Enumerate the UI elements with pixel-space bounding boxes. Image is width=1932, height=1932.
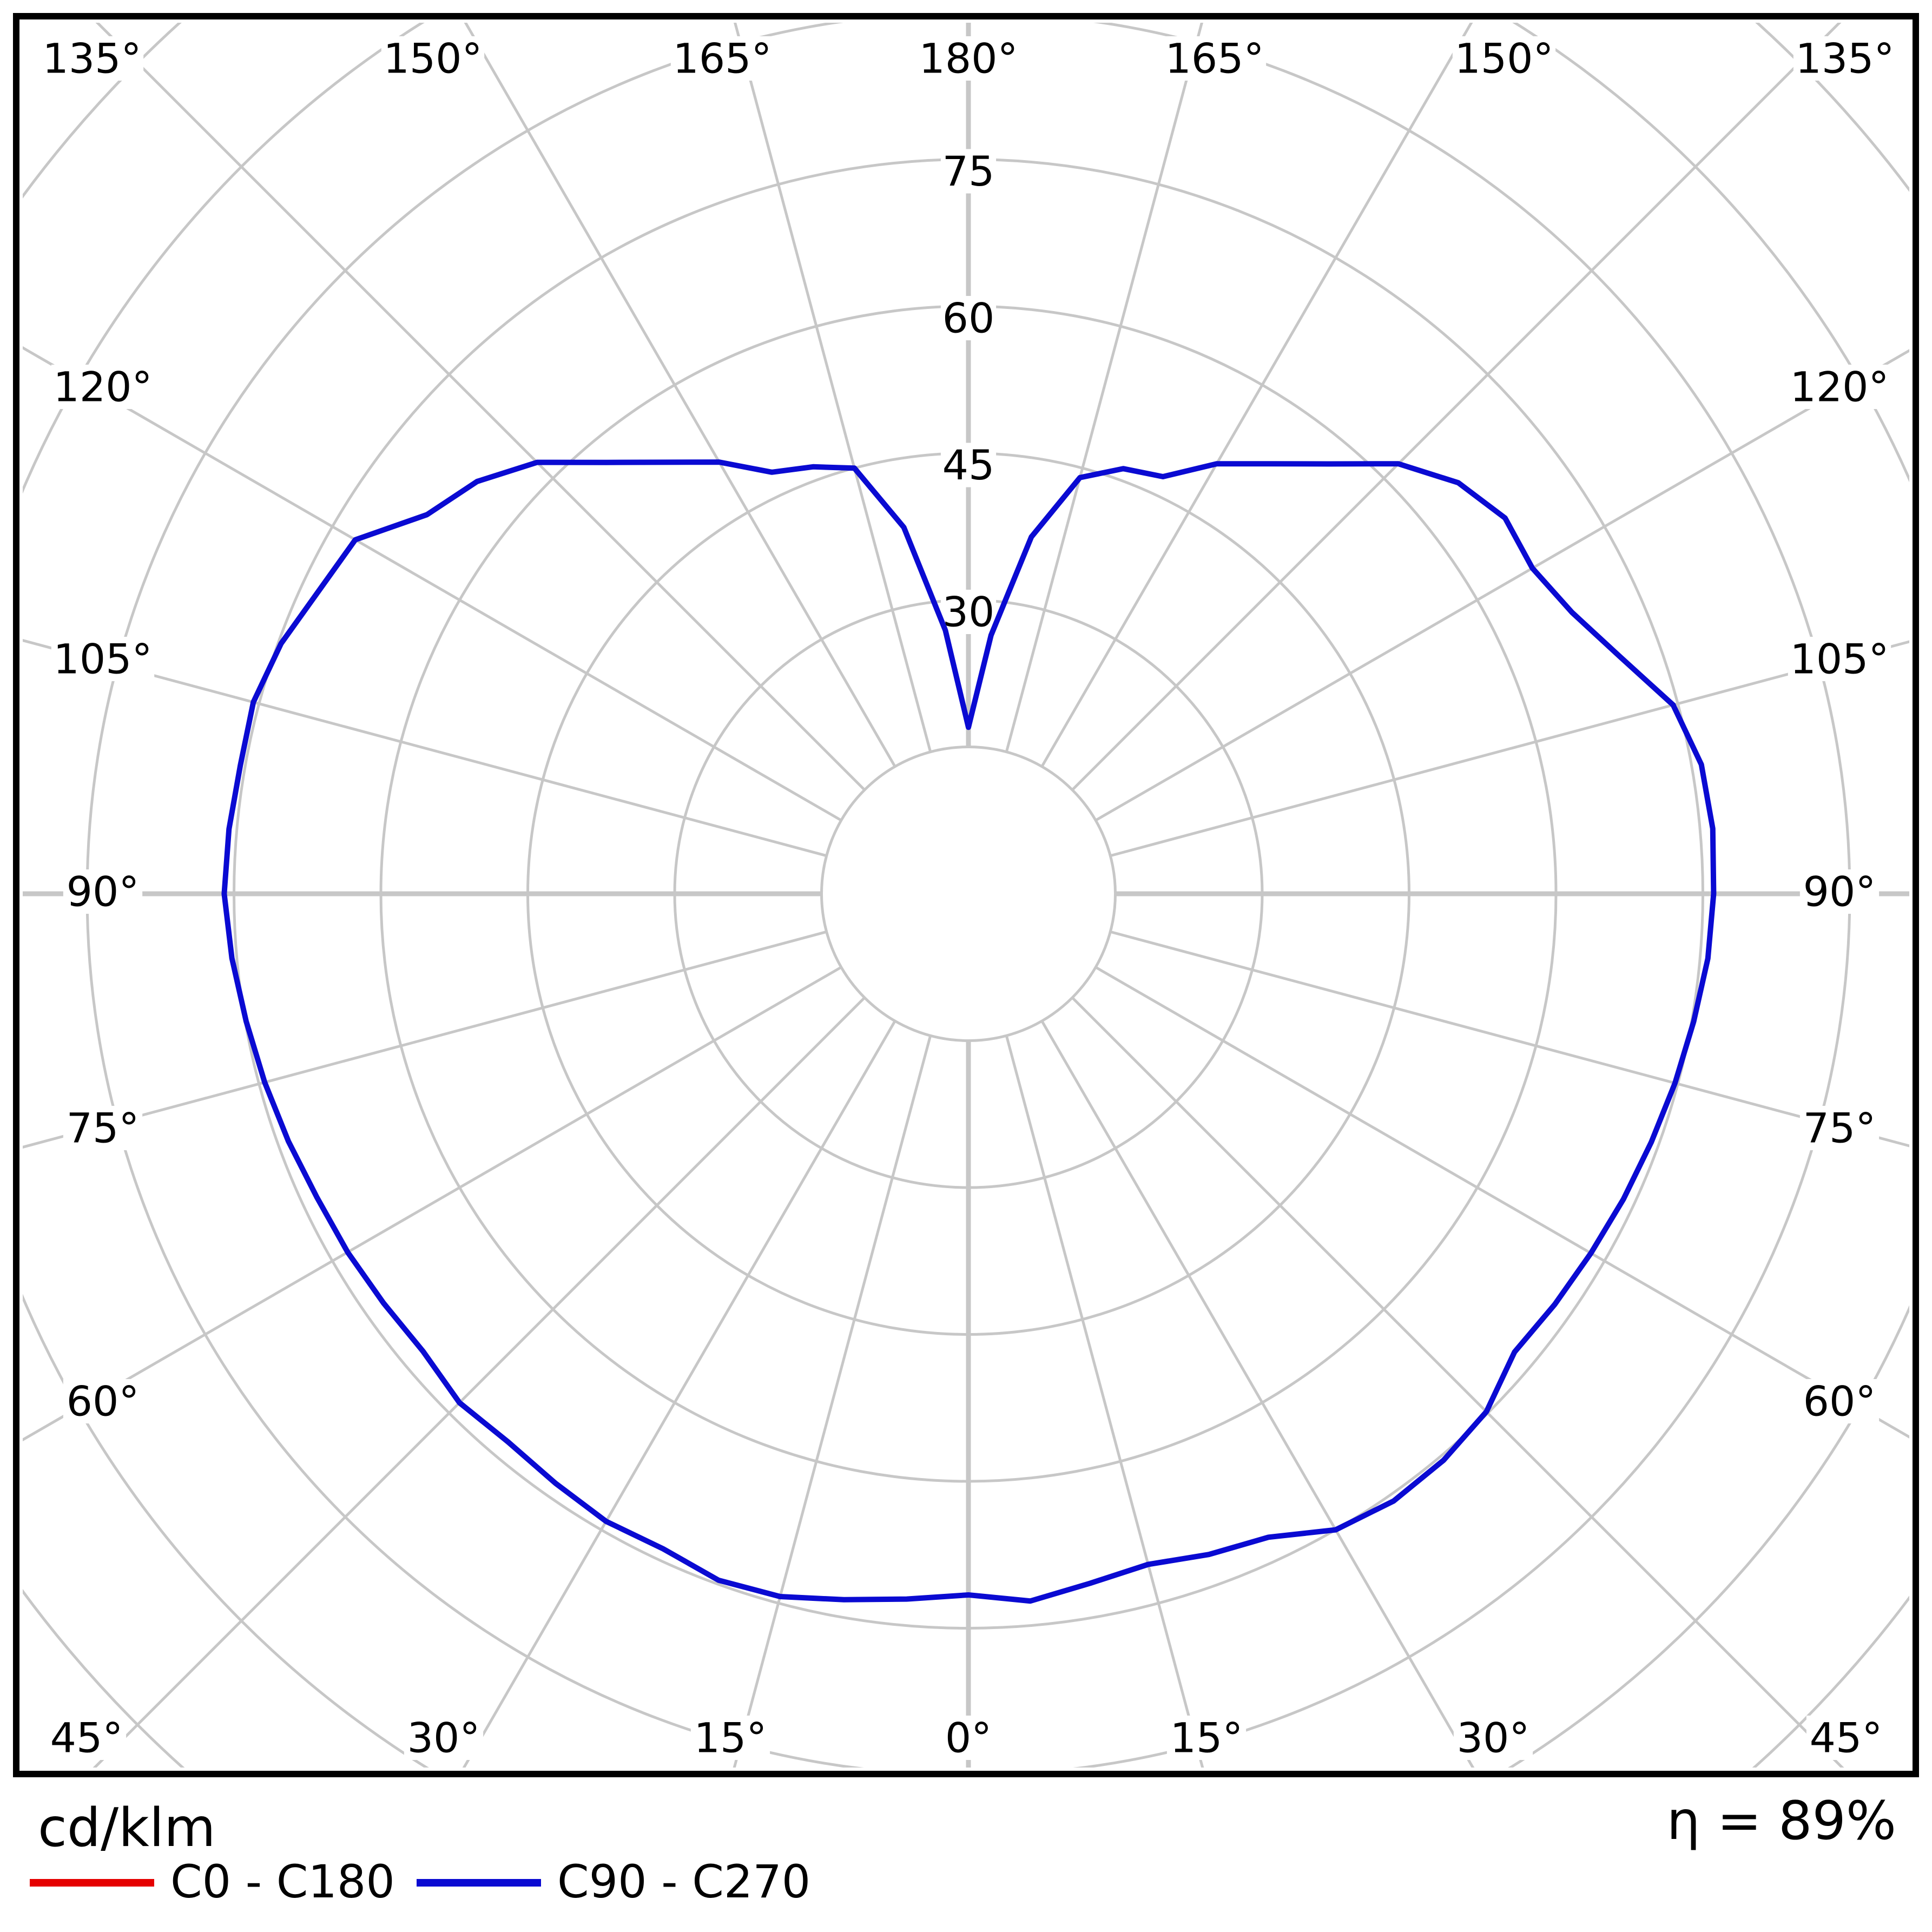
angle-label-right-3-bg	[1799, 1106, 1880, 1150]
grid-ray-210	[464, 23, 896, 768]
legend-label-c0-c180: C0 - C180	[170, 1855, 395, 1908]
angle-label-top-2: 165°	[672, 35, 772, 83]
angle-label-right-0-bg	[1788, 365, 1891, 409]
angle-label-bottom-2: 15°	[694, 1714, 767, 1762]
grid-ray-165	[1005, 23, 1203, 753]
angle-label-left-2-bg	[63, 869, 143, 914]
legend-label-c90-c270: C90 - C270	[557, 1855, 810, 1908]
angle-label-left-0-bg	[51, 365, 155, 409]
angle-label-left-2: 90°	[67, 868, 140, 916]
axis-labels: 135° 150° 165° 180° 165° 150° 135° 45° 30° 15° 0° 1…	[40, 35, 1897, 1762]
grid-ray-150	[1040, 23, 1473, 768]
angle-label-bottom-4-bg	[1166, 1716, 1247, 1760]
angle-label-right-4: 60°	[1803, 1377, 1876, 1426]
radial-tick-75: 75	[942, 147, 995, 195]
curve-c90-c270	[221, 459, 1717, 1604]
angle-label-top-3-bg	[916, 36, 1020, 81]
angle-label-bottom-5-bg	[1453, 1716, 1533, 1760]
angle-label-bottom-1-bg	[404, 1716, 484, 1760]
angle-label-bottom-6-bg	[1806, 1716, 1886, 1760]
grid-ray-285	[23, 930, 827, 1149]
grid-ray-300	[23, 966, 842, 1442]
angle-label-top-1-bg	[381, 36, 485, 81]
angle-label-left-3: 75°	[67, 1104, 140, 1152]
angle-label-bottom-5: 30°	[1457, 1714, 1530, 1762]
radial-tick-60-bg	[940, 296, 997, 340]
grid-ray-60	[1094, 966, 1909, 1439]
angle-label-bottom-0: 45°	[50, 1714, 123, 1762]
grid-ray-255	[23, 639, 827, 858]
grid-ray-105	[1110, 640, 1909, 858]
angle-label-top-0: 135°	[42, 35, 141, 83]
angle-label-top-4: 165°	[1165, 35, 1264, 83]
grid-ray-120	[1094, 349, 1909, 822]
angle-label-right-2: 90°	[1803, 868, 1876, 916]
plot-frame	[13, 13, 1919, 1777]
grid-ray-330	[462, 1020, 896, 1768]
angle-label-left-3-bg	[63, 1106, 143, 1150]
radial-tick-75-bg	[940, 149, 997, 194]
grid-ray-345	[733, 1035, 932, 1768]
radial-tick-30: 30	[942, 588, 995, 636]
intensity-curves	[221, 459, 1717, 1604]
radial-tick-30-bg	[940, 590, 997, 634]
angle-label-top-5-bg	[1452, 36, 1556, 81]
angle-label-top-1: 150°	[383, 35, 482, 83]
legend: C0 - C180 C90 - C270	[30, 1855, 810, 1908]
efficiency-label: η = 89%	[1667, 1790, 1896, 1852]
angle-label-right-0: 120°	[1790, 363, 1889, 411]
angle-label-right-4-bg	[1799, 1379, 1880, 1423]
grid-ray-240	[23, 346, 842, 822]
grid-ring-15	[820, 746, 1117, 1042]
angle-label-top-6-bg	[1793, 36, 1897, 81]
angle-label-right-1: 105°	[1790, 635, 1889, 683]
angle-label-bottom-0-bg	[47, 1716, 127, 1760]
grid-ray-315	[93, 997, 866, 1768]
grid-ray-135	[1071, 23, 1842, 791]
angle-label-left-4: 60°	[67, 1377, 140, 1426]
angle-label-top-0-bg	[40, 36, 144, 81]
angle-label-bottom-6: 45°	[1810, 1714, 1883, 1762]
angle-label-top-6: 135°	[1795, 35, 1894, 83]
angle-label-bottom-2-bg	[690, 1716, 770, 1760]
angle-label-left-4-bg	[63, 1379, 143, 1423]
angle-label-left-1: 105°	[53, 635, 152, 683]
angle-label-top-5: 150°	[1454, 35, 1553, 83]
angle-label-right-3: 75°	[1803, 1104, 1876, 1152]
angle-label-top-2-bg	[670, 36, 774, 81]
angle-label-top-4-bg	[1163, 36, 1267, 81]
angle-label-bottom-3: 0°	[945, 1714, 992, 1762]
radial-tick-45: 45	[942, 441, 995, 489]
angle-label-bottom-4: 15°	[1170, 1714, 1243, 1762]
grid-ray-45	[1071, 997, 1844, 1768]
grid-ray-15	[1005, 1035, 1204, 1768]
angle-label-right-2-bg	[1799, 869, 1880, 914]
angle-label-bottom-1: 30°	[407, 1714, 480, 1762]
grid-ray-195	[734, 23, 932, 753]
grid-ray-75	[1110, 930, 1909, 1148]
radial-tick-60: 60	[942, 294, 995, 342]
angle-label-bottom-3-bg	[940, 1716, 997, 1760]
unit-label: cd/klm	[38, 1797, 216, 1859]
grid-ray-225	[95, 23, 866, 791]
angle-label-left-0: 120°	[53, 363, 152, 411]
grid-ray-30	[1040, 1020, 1475, 1768]
angle-label-right-1-bg	[1788, 637, 1891, 681]
angle-label-top-3: 180°	[919, 35, 1018, 83]
radial-tick-45-bg	[940, 443, 997, 487]
angle-label-left-1-bg	[51, 637, 155, 681]
